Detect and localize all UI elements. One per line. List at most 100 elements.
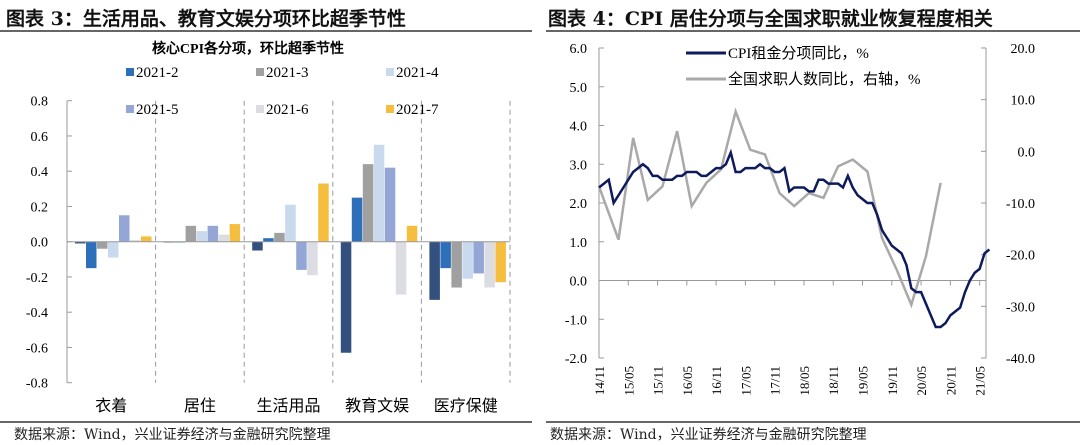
category-label: 衣着 bbox=[95, 397, 127, 415]
bar-2021-3-生活用品 bbox=[274, 232, 285, 242]
bar-2021-2-医疗保健 bbox=[440, 241, 451, 269]
x-tick-label: 20/11 bbox=[943, 366, 958, 395]
legend-label: 2021-7 bbox=[396, 102, 439, 118]
bar-2021-4-居住 bbox=[196, 231, 208, 242]
bar-2021-2-生活用品 bbox=[263, 238, 274, 242]
bar-2021-7-衣着 bbox=[141, 236, 152, 242]
right-y-tick-label: 20.0 bbox=[1011, 42, 1036, 57]
left-y-tick-label: 5.0 bbox=[570, 81, 588, 96]
bar-2021-6-衣着 bbox=[130, 239, 141, 242]
bar-2021-7-教育文娱 bbox=[406, 225, 418, 242]
bar-2021-4-生活用品 bbox=[285, 204, 296, 242]
right-y-tick-label: 10.0 bbox=[1011, 94, 1036, 109]
right-y-tick-label: -40.0 bbox=[1006, 352, 1035, 367]
legend-label: CPI租金分项同比，% bbox=[728, 45, 869, 62]
x-tick-label: 17/05 bbox=[738, 366, 753, 396]
x-tick-label: 15/05 bbox=[621, 366, 636, 396]
x-tick-label: 19/11 bbox=[885, 366, 900, 395]
x-tick-label: 16/05 bbox=[680, 366, 695, 396]
bar-2021-3-医疗保健 bbox=[451, 241, 462, 288]
right-y-tick-label: -30.0 bbox=[1006, 300, 1035, 315]
divider bbox=[0, 421, 532, 423]
x-tick-label: 17/11 bbox=[768, 366, 783, 395]
y-tick-label: -0.8 bbox=[26, 377, 48, 392]
bar-2021-7-居住 bbox=[229, 224, 241, 242]
bar-2021-5-教育文娱 bbox=[384, 167, 396, 242]
bar-2021-4-教育文娱 bbox=[373, 144, 385, 242]
right-y-tick-label: 0.0 bbox=[1018, 145, 1036, 160]
x-tick-label: 20/05 bbox=[914, 366, 929, 396]
left-y-tick-label: 2.0 bbox=[570, 197, 588, 212]
bar-2021-4-医疗保健 bbox=[462, 241, 473, 279]
bar-2021-7-生活用品 bbox=[318, 183, 329, 242]
y-tick-label: 0.6 bbox=[31, 130, 49, 145]
bar-series-1-教育文娱 bbox=[340, 241, 352, 353]
y-tick-label: -0.4 bbox=[26, 306, 48, 321]
bar-2021-5-生活用品 bbox=[296, 241, 307, 270]
right-y-tick-label: -20.0 bbox=[1006, 249, 1035, 264]
legend-label: 2021-6 bbox=[266, 102, 309, 118]
left-y-tick-label: -2.0 bbox=[565, 352, 587, 367]
bar-2021-5-衣着 bbox=[119, 215, 130, 242]
y-tick-label: 0.0 bbox=[31, 236, 49, 251]
legend-swatch bbox=[126, 68, 134, 76]
category-label: 生活用品 bbox=[256, 397, 320, 415]
x-tick-label: 21/05 bbox=[973, 366, 988, 396]
legend-label: 2021-2 bbox=[136, 65, 179, 81]
x-tick-label: 16/11 bbox=[709, 366, 724, 395]
y-tick-label: 0.8 bbox=[31, 95, 49, 110]
divider bbox=[546, 421, 1080, 423]
left-source-note: 数据来源：Wind，兴业证券经济与金融研究院整理 bbox=[14, 427, 331, 443]
left-y-tick-label: 4.0 bbox=[570, 120, 588, 135]
legend-swatch bbox=[386, 68, 394, 76]
legend-label: 2021-4 bbox=[396, 65, 439, 81]
legend-label: 全国求职人数同比，右轴，% bbox=[728, 70, 921, 88]
left-y-tick-label: 1.0 bbox=[570, 236, 588, 251]
category-label: 教育文娱 bbox=[345, 397, 409, 415]
legend-label: 2021-5 bbox=[136, 102, 179, 118]
x-tick-label: 18/05 bbox=[797, 366, 812, 396]
bar-2021-7-医疗保健 bbox=[495, 241, 506, 283]
y-tick-label: 0.2 bbox=[31, 200, 49, 215]
bar-chart-title: 核心CPI各分项，环比超季节性 bbox=[152, 40, 344, 57]
bar-2021-2-教育文娱 bbox=[351, 197, 363, 242]
bar-2021-6-居住 bbox=[218, 234, 230, 242]
legend-swatch bbox=[256, 68, 264, 76]
left-figure-title: 图表 3：生活用品、教育文娱分项环比超季节性 bbox=[6, 8, 406, 30]
left-y-tick-label: 6.0 bbox=[570, 42, 588, 57]
left-y-tick-label: 3.0 bbox=[570, 158, 588, 173]
bar-series-1-医疗保健 bbox=[429, 241, 440, 300]
left-y-tick-label: -1.0 bbox=[565, 313, 587, 328]
cpi-rent-yoy-line bbox=[598, 148, 991, 329]
right-source-note: 数据来源：Wind，兴业证券经济与金融研究院整理 bbox=[550, 427, 867, 443]
divider bbox=[0, 30, 532, 32]
right-figure-title: 图表 4：CPI 居住分项与全国求职就业恢复程度相关 bbox=[548, 8, 993, 30]
left-y-tick-label: 0.0 bbox=[570, 275, 588, 290]
bar-2021-5-居住 bbox=[207, 225, 219, 242]
job-seekers-yoy-line bbox=[597, 107, 942, 309]
divider bbox=[546, 30, 1080, 32]
x-tick-label: 18/11 bbox=[826, 366, 841, 395]
x-tick-label: 14/11 bbox=[592, 366, 607, 395]
category-label: 居住 bbox=[184, 397, 216, 415]
bar-2021-6-医疗保健 bbox=[484, 241, 495, 288]
right-y-tick-label: -10.0 bbox=[1006, 197, 1035, 212]
bar-2021-6-教育文娱 bbox=[395, 241, 407, 295]
legend-label: 2021-3 bbox=[266, 65, 309, 81]
y-tick-label: 0.4 bbox=[31, 165, 49, 180]
legend-swatch bbox=[256, 105, 264, 113]
bar-2021-3-衣着 bbox=[97, 241, 108, 249]
x-tick-label: 19/05 bbox=[856, 366, 871, 396]
bar-2021-6-生活用品 bbox=[307, 241, 318, 276]
y-tick-label: -0.6 bbox=[26, 341, 48, 356]
x-tick-label: 15/11 bbox=[651, 366, 666, 395]
category-label: 医疗保健 bbox=[434, 397, 498, 415]
bar-series-1-生活用品 bbox=[252, 241, 263, 251]
bar-series-1-衣着 bbox=[75, 241, 86, 244]
legend-swatch bbox=[386, 105, 394, 113]
y-tick-label: -0.2 bbox=[26, 271, 48, 286]
legend-swatch bbox=[126, 105, 134, 113]
bar-2021-3-居住 bbox=[185, 225, 197, 242]
